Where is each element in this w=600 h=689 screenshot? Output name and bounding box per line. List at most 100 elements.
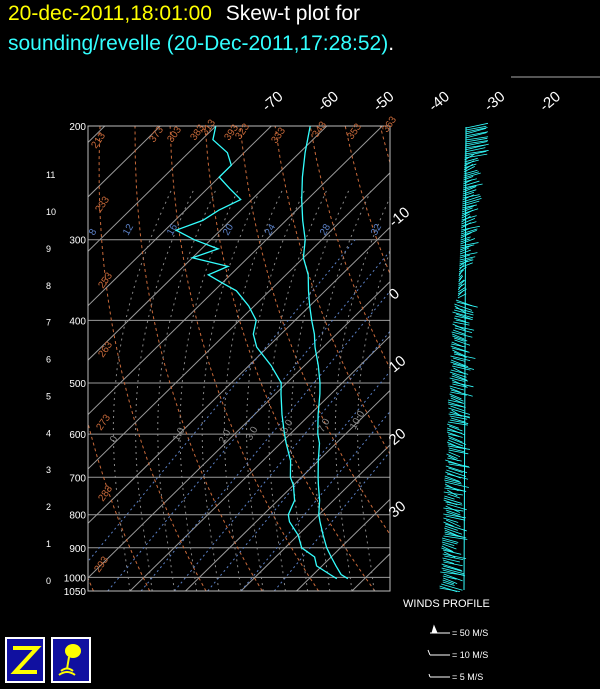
wind-barb [465,125,487,131]
wind-barb [462,198,482,205]
wind-barb [442,575,457,580]
wind-barb [460,238,476,245]
wind-barb [462,195,481,203]
wind-barb [446,427,465,436]
wind-barb [460,228,478,235]
wind-barb [451,347,469,353]
dry-adiabat-line [520,126,600,591]
wind-barb [462,185,477,191]
wind-barb [465,140,488,145]
temperature-tick-label: -60 [314,88,342,115]
wind-barb [459,258,473,263]
wind-barb [463,163,474,171]
wind-barb [448,449,469,455]
dry-adiabat-label: 333 [269,125,288,145]
wind-barb [448,425,463,432]
isotherm-line [88,280,390,579]
wind-barb [463,180,480,187]
wind-barb [462,189,477,195]
dry-adiabat-label: 263 [96,339,115,359]
dry-adiabat-label: 213 [89,130,108,150]
wind-barb [444,475,460,482]
height-tick-label: 0 [46,576,51,586]
wind-barb [465,127,488,133]
wind-barb [464,150,487,157]
moist-adiabat-line [157,188,217,591]
wind-barb [458,266,467,273]
wind-barb [451,331,473,338]
plot-frame [87,125,391,592]
pressure-tick-label: 300 [69,236,86,247]
wind-barb [454,303,473,311]
wind-barb [459,254,470,259]
title-datetime: 20-dec-2011,18:01:00 [8,2,212,25]
wind-barb [465,136,489,141]
pressure-tick-label: 800 [69,511,86,522]
moist-adiabat-line [112,188,173,591]
wind-barb [442,579,455,585]
isotherm-line [88,126,272,307]
wind-barb [459,252,478,257]
wind-barb [450,369,469,375]
wind-barb [463,175,474,181]
wind-barb [449,415,468,420]
wind-barb [441,563,462,571]
isotherm-line [129,335,390,591]
wind-barb [453,337,465,342]
wind-barb [457,287,466,293]
wind-barb [463,172,481,179]
wind-barb [451,375,469,382]
title-source: sounding/revelle (20-Dec-2011,17:28:52) [8,32,389,55]
wind-barb [446,423,459,429]
satellite-dish-icon [51,637,91,683]
wind-barb [447,445,471,450]
wind-barb [458,274,463,279]
wind-barb [461,207,473,213]
dry-adiabat-label: 253 [96,270,115,290]
wind-barb [445,523,467,532]
wind-barb [452,363,475,370]
wind-barb [464,153,475,161]
height-tick-label: 11 [46,170,55,180]
isotherm-line [0,126,49,591]
wind-barb [465,127,487,135]
wind-barb [447,443,467,450]
dry-adiabat-line [0,126,37,591]
wind-barb [442,539,458,545]
wind-barb [446,453,458,459]
wind-barb [450,395,464,402]
mixing-ratio-label: 16 [165,222,180,238]
moist-adiabat-line [334,196,390,591]
temperature-tick-label: -70 [259,88,287,115]
wind-barb [448,463,470,468]
wind-barb [461,215,471,223]
wind-legend-50: = 50 M/S [452,628,489,638]
wind-barb [443,573,463,582]
wind-barb [457,293,467,299]
wind-barb [444,487,467,492]
wind-barb [442,553,467,560]
isotherm-line [185,389,390,591]
isotherm-line [88,126,328,361]
wind-legend-5: = 5 M/S [452,672,484,682]
isotherm-line [463,126,600,591]
wind-barb [443,497,462,504]
wind-barb [446,503,467,511]
wind-barb [443,561,463,567]
wind-barb [461,209,474,217]
wind-barb [444,525,458,531]
wind-barb [448,467,463,473]
dry-adiabat-label: 363 [380,114,399,134]
temperature-tick-label: -30 [481,88,509,115]
wind-barb [464,147,486,153]
wind-barb [460,232,472,239]
wind-barb [445,515,466,521]
moist-adiabat-line [223,188,284,591]
wind-barb [458,279,465,287]
title-period: . [388,32,395,55]
wind-barb [443,491,463,496]
dry-adiabat-line [309,126,390,370]
wind-barb [453,317,467,323]
wind-barb [443,521,454,527]
